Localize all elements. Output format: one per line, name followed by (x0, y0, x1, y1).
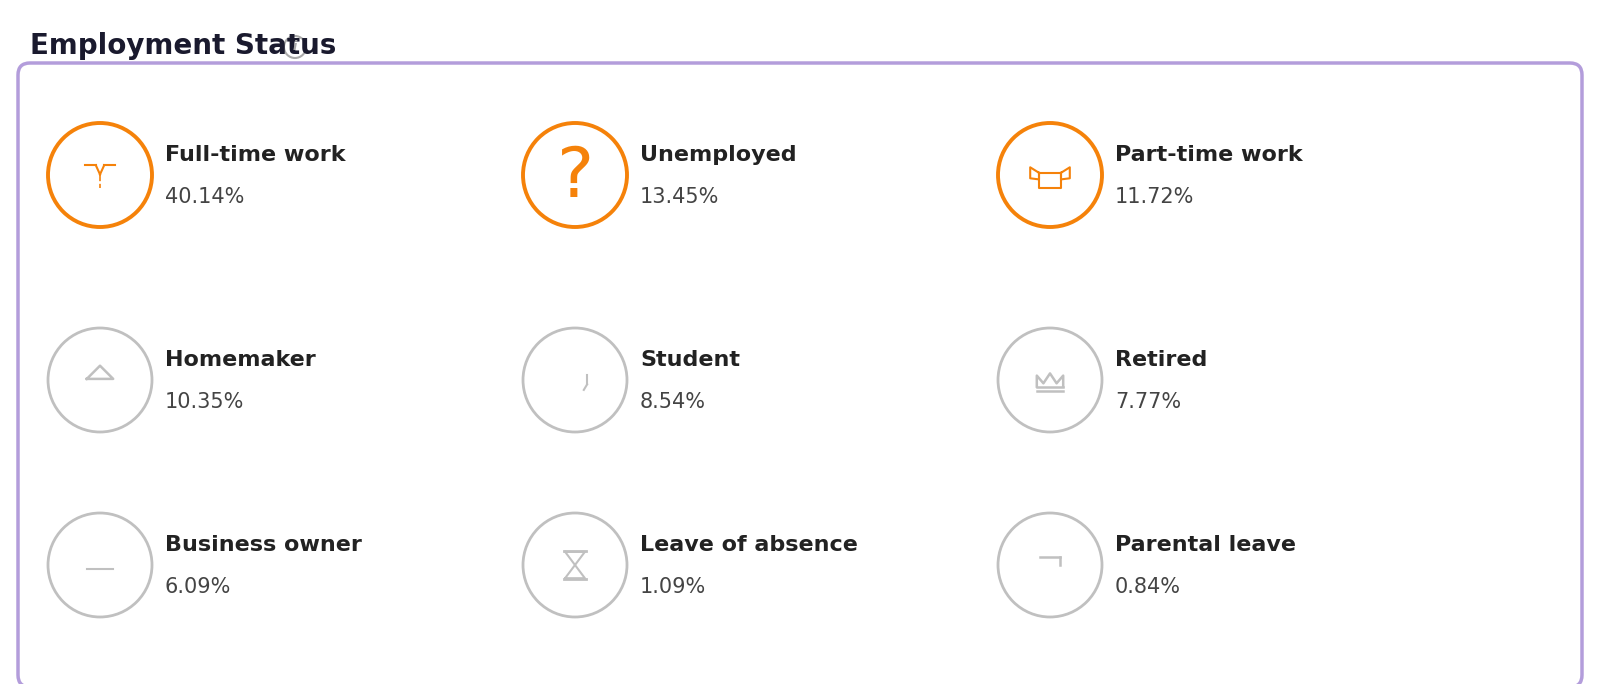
Text: 40.14%: 40.14% (165, 187, 245, 207)
Text: 1.09%: 1.09% (640, 577, 706, 597)
Circle shape (523, 328, 627, 432)
Text: ?: ? (557, 144, 594, 211)
Text: Leave of absence: Leave of absence (640, 535, 858, 555)
Text: 7.77%: 7.77% (1115, 392, 1181, 412)
Text: 0.84%: 0.84% (1115, 577, 1181, 597)
Text: Unemployed: Unemployed (640, 145, 797, 165)
Bar (98, 566, 102, 569)
Text: 6.09%: 6.09% (165, 577, 232, 597)
Polygon shape (565, 565, 586, 578)
Text: Full-time work: Full-time work (165, 145, 346, 165)
Bar (104, 363, 107, 371)
Circle shape (523, 123, 627, 227)
Text: i: i (293, 40, 298, 53)
Text: Employment Status: Employment Status (30, 32, 336, 60)
FancyBboxPatch shape (18, 63, 1582, 684)
Polygon shape (565, 552, 586, 565)
Text: Business owner: Business owner (165, 535, 362, 555)
Circle shape (998, 513, 1102, 617)
Circle shape (48, 513, 152, 617)
Polygon shape (563, 368, 587, 381)
Text: Student: Student (640, 350, 739, 370)
Text: Parental leave: Parental leave (1115, 535, 1296, 555)
Circle shape (998, 328, 1102, 432)
Text: Homemaker: Homemaker (165, 350, 315, 370)
Circle shape (285, 36, 306, 58)
Circle shape (523, 513, 627, 617)
Bar (96, 384, 104, 393)
Text: Retired: Retired (1115, 350, 1208, 370)
Bar (91, 379, 109, 393)
Text: Part-time work: Part-time work (1115, 145, 1302, 165)
Circle shape (998, 123, 1102, 227)
Text: 8.54%: 8.54% (640, 392, 706, 412)
Circle shape (48, 123, 152, 227)
Text: 13.45%: 13.45% (640, 187, 720, 207)
Circle shape (48, 328, 152, 432)
Text: 10.35%: 10.35% (165, 392, 245, 412)
Text: 11.72%: 11.72% (1115, 187, 1194, 207)
